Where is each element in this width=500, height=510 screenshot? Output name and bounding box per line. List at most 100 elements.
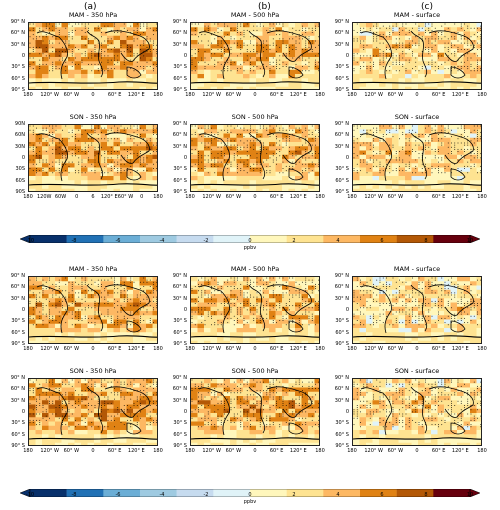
significance-dot [117, 317, 119, 319]
significance-dot [276, 125, 277, 127]
significance-dot [464, 36, 465, 38]
heatmap-cell [230, 23, 237, 28]
heatmap-cell [243, 167, 250, 173]
heatmap-cell [100, 65, 108, 71]
heatmap-cell [444, 171, 451, 177]
significance-dot [360, 57, 361, 59]
significance-dot [399, 34, 400, 36]
lon-tick-label: 180 [153, 346, 163, 352]
heatmap-cell [29, 129, 36, 134]
significance-dot [68, 172, 70, 174]
significance-dot [298, 38, 300, 40]
significance-dot [94, 307, 96, 309]
significance-dot [136, 125, 138, 127]
heatmap-cell [444, 154, 451, 160]
significance-dot [399, 55, 400, 57]
significance-dot [392, 136, 394, 138]
heatmap-cell [87, 86, 95, 89]
heatmap-cell [262, 298, 270, 303]
significance-dot [39, 170, 41, 172]
significance-dot [454, 163, 456, 165]
significance-dot [201, 40, 203, 42]
heatmap-cell [48, 176, 56, 181]
heatmap-cell [256, 281, 263, 286]
significance-dot [71, 51, 73, 53]
heatmap-cell [120, 23, 127, 28]
significance-dot [81, 317, 83, 319]
heatmap-cell [210, 315, 218, 320]
lon-tick-label: 180 [477, 194, 487, 200]
significance-dot [376, 32, 378, 33]
significance-dot [97, 294, 99, 296]
lon-tick-label: 180 [185, 92, 195, 98]
significance-dot [133, 125, 135, 127]
heatmap-cell [314, 57, 319, 62]
significance-dot [123, 288, 125, 290]
significance-dot [94, 146, 96, 148]
heatmap-cell [295, 69, 302, 75]
significance-dot [217, 146, 219, 148]
heatmap-cell [392, 48, 399, 54]
heatmap-cell [269, 129, 276, 134]
significance-dot [477, 55, 478, 57]
heatmap-cell [450, 82, 458, 88]
significance-dot [379, 125, 381, 127]
heatmap-cell [301, 78, 309, 83]
heatmap-cell [113, 40, 121, 45]
heatmap-cell [204, 78, 211, 83]
significance-dot [373, 144, 374, 146]
heatmap-cell [301, 294, 309, 299]
heatmap-cell [81, 171, 88, 177]
significance-dot [224, 159, 225, 161]
significance-dot [399, 151, 400, 152]
significance-dot [315, 138, 316, 140]
significance-dot [32, 313, 34, 315]
significance-dot [156, 53, 157, 55]
significance-dot [295, 40, 297, 42]
heatmap-cell [288, 57, 296, 62]
significance-dot [454, 142, 456, 144]
heatmap-cell [230, 137, 237, 143]
significance-dot [421, 153, 423, 155]
heatmap-cell [133, 35, 140, 41]
significance-dot [438, 170, 439, 172]
heatmap-cell [133, 69, 140, 75]
heatmap-cell [359, 31, 367, 37]
significance-dot [191, 165, 193, 167]
significance-dot [42, 290, 44, 292]
heatmap-cell [126, 146, 134, 151]
significance-dot [198, 153, 199, 155]
heatmap-cell [450, 142, 458, 147]
significance-dot [94, 317, 96, 319]
map-panel [190, 124, 320, 192]
heatmap-cell [210, 31, 218, 37]
significance-dot [123, 298, 125, 300]
heatmap-cell [35, 52, 43, 58]
significance-dot [464, 34, 465, 36]
significance-dot [55, 320, 57, 321]
heatmap-cell [87, 285, 95, 291]
heatmap-cell [398, 184, 406, 190]
heatmap-cell [476, 184, 481, 190]
heatmap-cell [295, 133, 302, 139]
significance-dot [49, 42, 50, 44]
heatmap-cell [146, 129, 153, 134]
heatmap-cell [42, 277, 49, 282]
significance-dot [55, 51, 57, 53]
significance-dot [201, 161, 203, 163]
significance-dot [140, 27, 141, 29]
lat-tick-label: 30° S [335, 166, 349, 173]
significance-dot [457, 59, 459, 61]
significance-dot [149, 300, 151, 302]
lon-tick-label: 120° W [364, 92, 383, 98]
significance-dot [45, 127, 47, 129]
significance-dot [272, 134, 274, 135]
heatmap-cell [42, 311, 49, 316]
heatmap-cell [295, 125, 302, 130]
significance-dot [204, 57, 206, 59]
heatmap-cell [288, 285, 296, 291]
significance-dot [123, 57, 125, 59]
heatmap-cell [87, 65, 95, 71]
significance-dot [305, 138, 307, 140]
significance-dot [421, 148, 423, 150]
